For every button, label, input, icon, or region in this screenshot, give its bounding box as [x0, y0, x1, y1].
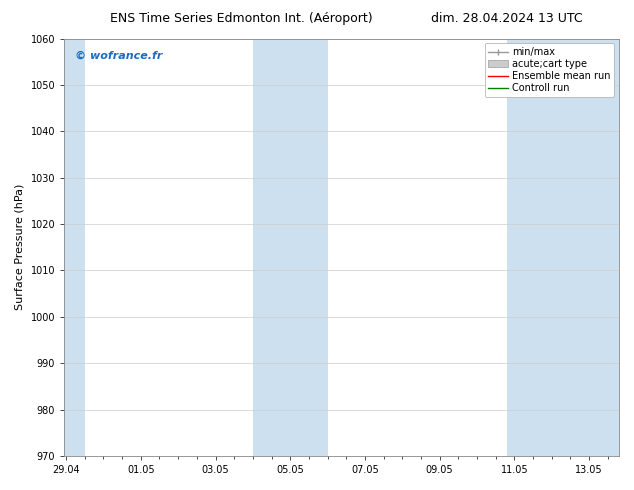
Text: dim. 28.04.2024 13 UTC: dim. 28.04.2024 13 UTC	[431, 12, 583, 25]
Legend: min/max, acute;cart type, Ensemble mean run, Controll run: min/max, acute;cart type, Ensemble mean …	[484, 44, 614, 97]
Bar	[253, 39, 328, 456]
Bar	[64, 39, 85, 456]
Text: © wofrance.fr: © wofrance.fr	[75, 51, 163, 61]
Bar	[507, 39, 619, 456]
Text: ENS Time Series Edmonton Int. (Aéroport): ENS Time Series Edmonton Int. (Aéroport)	[110, 12, 372, 25]
Y-axis label: Surface Pressure (hPa): Surface Pressure (hPa)	[15, 184, 25, 311]
